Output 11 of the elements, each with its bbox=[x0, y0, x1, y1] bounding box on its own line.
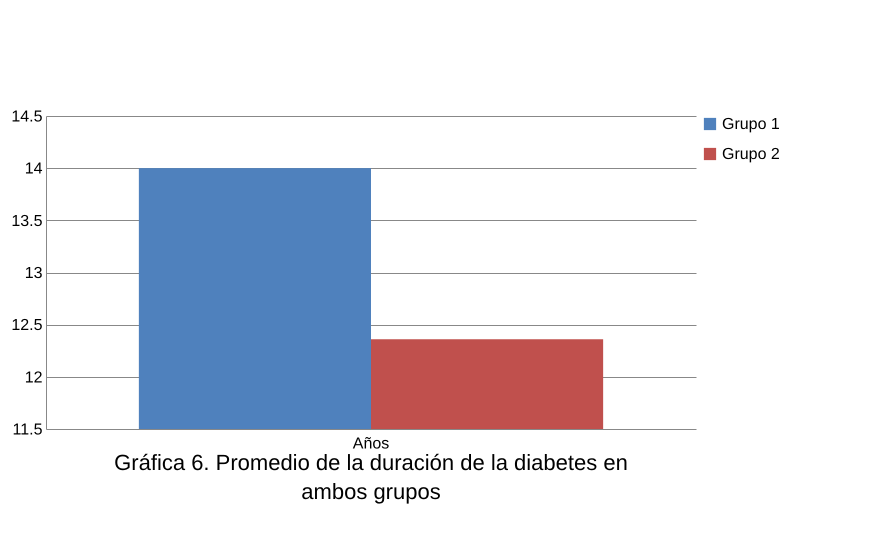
y-tick-label: 14 bbox=[24, 160, 43, 178]
text: Gráfica 6. Promedio de la duración de la diabetes en ambos grupos bbox=[114, 450, 628, 504]
y-tick-label: 12.5 bbox=[11, 317, 43, 334]
y-tick-label: 13.5 bbox=[11, 212, 43, 230]
legend-label: Grupo 1 bbox=[722, 116, 780, 133]
legend-label: Grupo 2 bbox=[722, 146, 780, 163]
x-tick-label: Años bbox=[352, 436, 390, 452]
y-tick-label: 13 bbox=[24, 265, 43, 282]
y-tick-label: 12 bbox=[24, 369, 43, 386]
y-tick-label: 11.5 bbox=[12, 422, 43, 438]
y-tick-label: 14.5 bbox=[11, 108, 43, 126]
